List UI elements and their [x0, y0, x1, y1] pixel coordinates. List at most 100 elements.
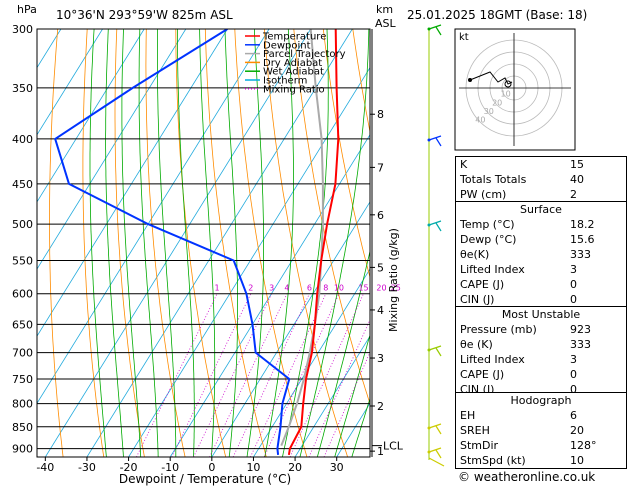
mixing-ratio-line	[232, 293, 310, 457]
pressure-tick-label: 700	[12, 347, 33, 360]
surface-row: Lifted Index 3	[456, 262, 626, 277]
index-label: K	[460, 158, 468, 171]
km-tick-label: 5	[377, 261, 384, 274]
wet-adiabat-line	[121, 29, 142, 457]
mixing-ratio-value-label: 3	[269, 284, 274, 293]
mu-value: 3	[570, 353, 577, 366]
isotherm-line	[37, 29, 145, 203]
mu-value: 923	[570, 323, 591, 336]
mu-label: Lifted Index	[460, 353, 525, 366]
pressure-tick-label: 400	[12, 133, 33, 146]
surface-value: 0	[570, 293, 577, 306]
mu-label: θe (K)	[460, 338, 493, 351]
temperature-tick-label: -20	[120, 461, 138, 474]
pressure-tick-label: 550	[12, 255, 33, 268]
pressure-tick-label: 800	[12, 398, 33, 411]
pressure-tick-label: 500	[12, 218, 33, 231]
hodo-value: 20	[570, 424, 584, 437]
legend-entry: Parcel Trajectory	[263, 49, 346, 60]
dry-adiabat-line	[145, 29, 186, 457]
km-unit-label: km	[376, 3, 393, 16]
pressure-tick-label: 650	[12, 318, 33, 331]
wet-adiabat-line	[224, 29, 238, 457]
chart-profiles	[54, 29, 340, 456]
wind-barb-dot	[427, 27, 431, 31]
mixing-ratio-value-label: 2	[248, 284, 253, 293]
pressure-tick-label: 450	[12, 178, 33, 191]
hodograph-frame	[454, 28, 576, 151]
km-tick-label: 7	[377, 161, 384, 174]
surface-label: θe(K)	[460, 248, 490, 261]
wind-barb-dot	[427, 138, 431, 142]
hpa-unit-label: hPa	[17, 3, 37, 16]
lcl-label: LCL	[383, 440, 404, 453]
wet-adiabat-line	[157, 29, 177, 457]
hodograph-ring-label: 30	[484, 107, 494, 116]
mixing-ratio-value-label: 8	[323, 284, 328, 293]
pressure-tick-label: 850	[12, 421, 33, 434]
mixing-ratio-line	[193, 293, 273, 457]
wet-adiabat-line	[317, 249, 370, 457]
hodograph-ring-label: 40	[475, 116, 485, 125]
hodo-label: StmSpd (kt)	[460, 454, 526, 467]
temperature-tick-label: 30	[330, 461, 344, 474]
surface-row: Temp (°C) 18.2	[456, 217, 626, 232]
isotherm-line	[44, 29, 312, 457]
datetime-label: 25.01.2025 18GMT (Base: 18)	[407, 8, 587, 22]
temperature-tick-label: 0	[208, 461, 215, 474]
hodo-row: EH 6	[456, 408, 626, 423]
km-tick-label: 3	[377, 352, 384, 365]
mu-row: Pressure (mb) 923	[456, 322, 626, 337]
hodo-label: StmDir	[460, 439, 499, 452]
mixing-ratio-value-label: 1	[215, 284, 220, 293]
wind-barb-dot	[427, 348, 431, 352]
surface-row: CIN (J) 0	[456, 292, 626, 307]
wind-barbs	[427, 24, 445, 467]
surface-value: 18.2	[570, 218, 595, 231]
dry-adiabat-line	[114, 29, 145, 457]
wet-adiabat-line	[105, 29, 124, 457]
hodo-value: 128°	[570, 439, 597, 452]
parcel-trajectory-line	[280, 29, 324, 446]
surface-box: Surface Temp (°C) 18.2 Dewp (°C) 15.6 θe(K…	[455, 201, 627, 308]
mu-row: θe (K) 333	[456, 337, 626, 352]
hodo-value: 6	[570, 409, 577, 422]
km-tick-label: 6	[377, 209, 384, 222]
hodograph-point	[468, 78, 472, 82]
surface-label: CAPE (J)	[460, 278, 505, 291]
wind-barb	[428, 457, 445, 467]
surface-label: Lifted Index	[460, 263, 525, 276]
temperature-tick-label: -40	[36, 461, 54, 474]
legend-entry: Dry Adiabat	[263, 58, 322, 69]
x-axis-label: Dewpoint / Temperature (°C)	[119, 472, 291, 486]
mu-row: Lifted Index 3	[456, 352, 626, 367]
index-row-k: K 15	[456, 157, 626, 172]
wet-adiabat-line	[138, 29, 159, 457]
hodo-row: SREH 20	[456, 423, 626, 438]
surface-label: CIN (J)	[460, 293, 495, 306]
index-value: 15	[570, 158, 584, 171]
isotherm-line	[37, 29, 187, 270]
temperature-tick-label: 20	[288, 461, 302, 474]
surface-value: 15.6	[570, 233, 595, 246]
indices-box: K 15 Totals Totals 40 PW (cm) 2	[455, 156, 627, 203]
wet-adiabat-line	[264, 29, 294, 457]
index-value: 2	[570, 188, 577, 201]
mixing-ratio-line	[136, 293, 218, 457]
surface-row: θe(K) 333	[456, 247, 626, 262]
most-unstable-box: Most Unstable Pressure (mb) 923 θe (K) 333…	[455, 306, 627, 398]
wet-adiabat-line	[177, 29, 195, 457]
mixing-ratio-value-label: 15	[358, 284, 368, 293]
wind-barb-flag	[435, 222, 442, 232]
mu-value: 0	[570, 368, 577, 381]
wet-adiabat-line	[282, 29, 329, 457]
mixing-ratio-line	[171, 293, 252, 457]
isotherm-line	[37, 29, 228, 337]
temperature-tick-label: -10	[161, 461, 179, 474]
wet-adiabat-line	[246, 29, 264, 457]
pressure-tick-label: 350	[12, 82, 33, 95]
wet-adiabat-line	[299, 29, 370, 457]
wind-barb-dot	[427, 426, 431, 430]
